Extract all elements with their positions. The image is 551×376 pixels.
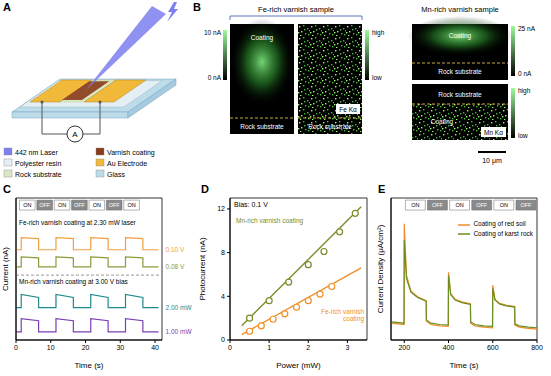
svg-text:0: 0 <box>228 344 232 351</box>
svg-text:0: 0 <box>221 336 225 343</box>
svg-text:442 nm Laser: 442 nm Laser <box>15 149 58 156</box>
svg-text:1.00 mW: 1.00 mW <box>166 328 193 335</box>
svg-text:Photocurrent (nA): Photocurrent (nA) <box>198 237 207 300</box>
svg-text:1: 1 <box>267 344 271 351</box>
svg-text:0.10 V: 0.10 V <box>166 246 185 253</box>
html-text:Mn-rich varnish coating at 3.0: Mn-rich varnish coating at 3.00 V bias <box>19 278 128 286</box>
svg-text:ON: ON <box>411 202 419 208</box>
svg-text:Power (mW): Power (mW) <box>276 361 321 370</box>
svg-text:8: 8 <box>221 249 225 256</box>
html-text:C: C <box>3 183 11 195</box>
svg-text:Glass: Glass <box>107 171 125 178</box>
svg-text:Time (s): Time (s) <box>449 361 478 370</box>
svg-text:ON: ON <box>127 202 135 208</box>
html-text:Mn-rich varnish coating: Mn-rich varnish coating <box>236 217 304 225</box>
svg-text:Coating: Coating <box>251 34 274 42</box>
svg-text:10 nA: 10 nA <box>204 29 222 36</box>
svg-text:high: high <box>518 87 531 95</box>
svg-text:30: 30 <box>116 344 124 351</box>
svg-text:3: 3 <box>345 344 349 351</box>
svg-text:A: A <box>3 1 11 13</box>
svg-text:OFF: OFF <box>476 202 488 208</box>
svg-text:800: 800 <box>531 344 543 351</box>
svg-text:high: high <box>372 29 385 37</box>
svg-text:Polyester resin: Polyester resin <box>15 160 61 168</box>
svg-text:2: 2 <box>306 344 310 351</box>
svg-text:B: B <box>193 1 201 13</box>
svg-text:Rock substrate: Rock substrate <box>240 123 284 130</box>
svg-text:Time (s): Time (s) <box>74 361 103 370</box>
svg-text:ON: ON <box>23 202 31 208</box>
html-text:Fe-rich varnish coating at 2.3: Fe-rich varnish coating at 2.30 mW laser <box>19 218 136 226</box>
html-text:Coating of red soil: Coating of red soil <box>473 220 526 228</box>
svg-text:Au Electrode: Au Electrode <box>107 160 147 167</box>
svg-text:Varnish coating: Varnish coating <box>107 149 155 157</box>
svg-text:low: low <box>518 132 528 139</box>
svg-text:40: 40 <box>151 344 159 351</box>
svg-text:OFF: OFF <box>109 202 121 208</box>
svg-text:400: 400 <box>443 344 455 351</box>
svg-text:600: 600 <box>487 344 499 351</box>
svg-text:ON: ON <box>93 202 101 208</box>
svg-text:Rock substrate: Rock substrate <box>308 123 352 130</box>
html-text:Coating of karst rock: Coating of karst rock <box>473 229 533 237</box>
svg-text:Coating: Coating <box>449 32 472 40</box>
svg-text:Fe-rich varnish sample: Fe-rich varnish sample <box>258 5 334 14</box>
svg-text:0: 0 <box>14 344 18 351</box>
svg-text:Rock substrate: Rock substrate <box>438 91 482 98</box>
svg-text:ON: ON <box>455 202 463 208</box>
svg-text:0 nA: 0 nA <box>518 70 532 77</box>
svg-text:Fe Kα: Fe Kα <box>339 106 357 113</box>
svg-text:OFF: OFF <box>520 202 532 208</box>
svg-text:OFF: OFF <box>74 202 86 208</box>
svg-text:ON: ON <box>58 202 66 208</box>
svg-text:Mn Kα: Mn Kα <box>484 129 503 136</box>
svg-text:2.00 mW: 2.00 mW <box>166 304 193 311</box>
svg-text:4: 4 <box>221 293 225 300</box>
html-text:E: E <box>378 183 386 195</box>
svg-text:Rock substrate: Rock substrate <box>15 171 62 178</box>
svg-text:Current Density (μA/cm²): Current Density (μA/cm²) <box>376 224 385 313</box>
svg-text:10: 10 <box>47 344 55 351</box>
svg-text:Rock substrate: Rock substrate <box>438 68 482 75</box>
html-text:Bias: 0.1 V: Bias: 0.1 V <box>234 201 268 208</box>
svg-text:OFF: OFF <box>432 202 444 208</box>
svg-text:ON: ON <box>500 202 508 208</box>
svg-text:OFF: OFF <box>39 202 51 208</box>
svg-text:Current (nA): Current (nA) <box>1 247 10 291</box>
svg-text:Coating: Coating <box>431 118 454 126</box>
html-text:D: D <box>201 183 209 195</box>
svg-text:A: A <box>72 130 78 139</box>
svg-text:25 nA: 25 nA <box>518 25 536 32</box>
html-text:Fe-rich varnish coating: Fe-rich varnish coating <box>321 307 364 323</box>
svg-text:12: 12 <box>217 205 225 212</box>
svg-text:200: 200 <box>398 344 410 351</box>
svg-text:low: low <box>372 74 382 81</box>
svg-text:Mn-rich varnish sample: Mn-rich varnish sample <box>421 5 499 14</box>
svg-text:0.08 V: 0.08 V <box>166 263 185 270</box>
svg-text:0 nA: 0 nA <box>208 74 222 81</box>
svg-text:20: 20 <box>82 344 90 351</box>
svg-text:10 μm: 10 μm <box>482 157 502 165</box>
